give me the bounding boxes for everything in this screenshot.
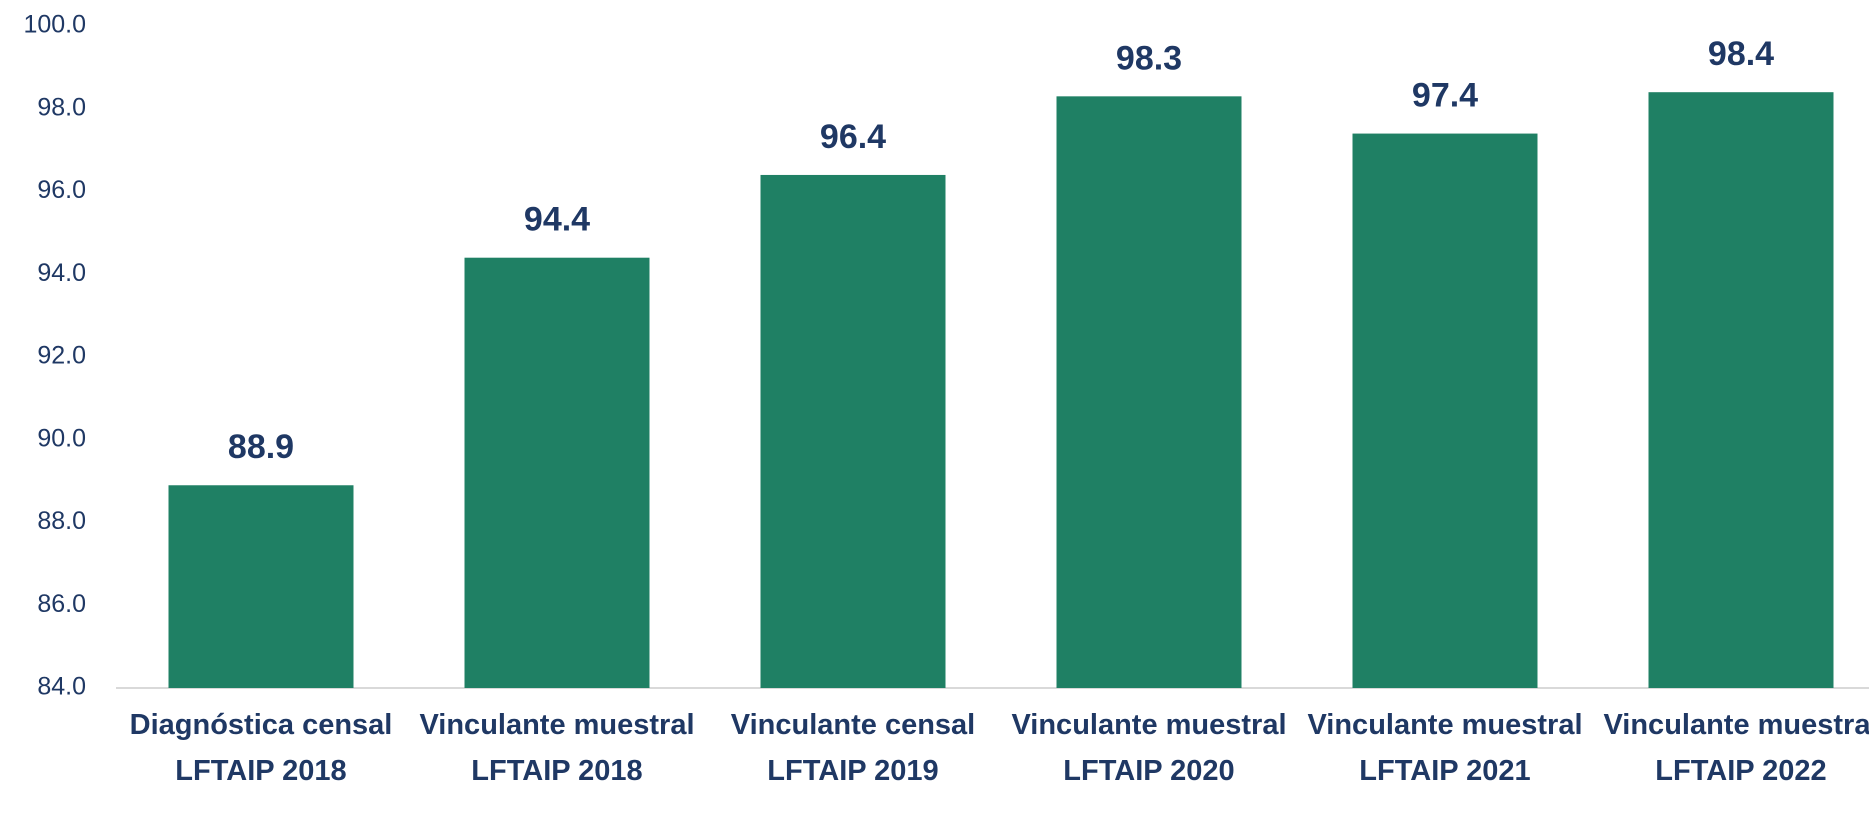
- y-tick-label: 92.0: [37, 342, 86, 370]
- bar: [464, 257, 650, 688]
- y-tick-label: 90.0: [37, 424, 86, 452]
- x-tick-label: Vinculante muestral LFTAIP 2021: [1307, 709, 1583, 787]
- y-tick-label: 86.0: [37, 590, 86, 618]
- y-tick-label: 94.0: [37, 259, 86, 287]
- x-tick-label: Vinculante muestral LFTAIP 2018: [419, 709, 695, 787]
- x-tick-label: Vinculante muestral LFTAIP 2022: [1603, 709, 1869, 787]
- value-label: 88.9: [228, 428, 294, 466]
- y-tick-label: 100.0: [23, 11, 86, 39]
- value-label: 97.4: [1412, 77, 1478, 115]
- value-label: 98.3: [1116, 39, 1182, 77]
- value-label: 98.4: [1708, 35, 1774, 73]
- y-tick-label: 88.0: [37, 507, 86, 535]
- bar: [168, 485, 354, 688]
- value-label: 94.4: [524, 201, 590, 239]
- y-tick-label: 98.0: [37, 93, 86, 121]
- bar: [760, 174, 946, 688]
- bar: [1056, 96, 1242, 688]
- y-tick-label: 96.0: [37, 176, 86, 204]
- bar: [1648, 92, 1834, 688]
- bar: [1352, 133, 1538, 688]
- x-tick-label: Diagnóstica censal LFTAIP 2018: [129, 709, 393, 787]
- y-tick-label: 84.0: [37, 673, 86, 701]
- x-tick-label: Vinculante muestral LFTAIP 2020: [1011, 709, 1287, 787]
- value-label: 96.4: [820, 118, 886, 156]
- x-tick-label: Vinculante censal LFTAIP 2019: [730, 709, 976, 787]
